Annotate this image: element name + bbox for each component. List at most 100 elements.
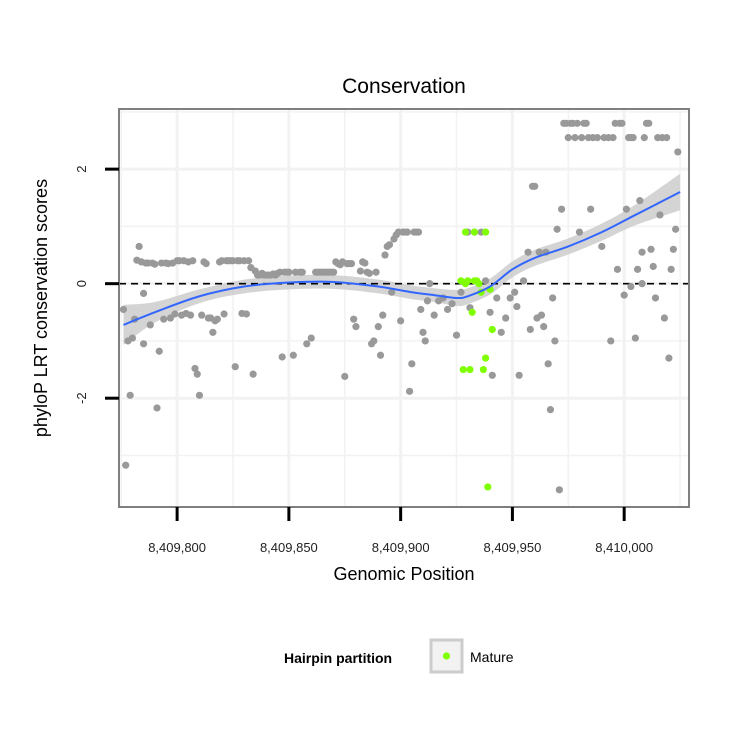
- data-point-other: [544, 360, 552, 368]
- data-point-other: [647, 245, 655, 253]
- data-point-other: [607, 337, 615, 345]
- data-point-other: [249, 370, 257, 378]
- x-axis-title: Genomic Position: [333, 564, 474, 584]
- plot-panel: [119, 109, 689, 507]
- data-point-other: [613, 265, 622, 273]
- data-point-other: [403, 228, 411, 236]
- data-point-other: [379, 311, 387, 319]
- data-point-other: [231, 363, 239, 371]
- data-point-other: [171, 310, 179, 318]
- data-point-other: [408, 360, 416, 368]
- data-point-other: [365, 269, 373, 277]
- data-point-other: [571, 134, 579, 142]
- data-point-mature: [468, 308, 476, 316]
- data-point-other: [361, 259, 369, 267]
- data-point-other: [209, 328, 217, 336]
- data-point-other: [376, 351, 385, 359]
- data-point-other: [191, 364, 199, 373]
- x-axis: 8,409,800 8,409,850 8,409,900 8,409,950 8,41…: [148, 507, 653, 555]
- data-point-other: [651, 294, 660, 302]
- data-point-other: [307, 334, 315, 342]
- data-point-other: [636, 197, 644, 205]
- data-point-other: [298, 268, 306, 276]
- data-point-other: [575, 228, 584, 236]
- data-point-other: [573, 119, 581, 127]
- data-point-other: [245, 257, 253, 265]
- data-point-other: [352, 323, 360, 331]
- data-point-other: [669, 245, 677, 253]
- data-point-other: [457, 288, 465, 296]
- data-point-other: [622, 205, 631, 213]
- data-point-other: [289, 351, 297, 359]
- data-point-other: [405, 387, 414, 395]
- data-point-other: [448, 300, 456, 308]
- data-point-other: [618, 119, 626, 127]
- x-tick-label: 8,409,850: [260, 540, 318, 555]
- y-tick-label: 0: [74, 280, 89, 287]
- data-point-other: [486, 308, 494, 316]
- data-point-other: [195, 391, 204, 399]
- data-point-other: [414, 228, 423, 236]
- data-point-other: [629, 134, 637, 142]
- data-point-other: [537, 311, 546, 319]
- data-point-other: [524, 248, 532, 256]
- data-point-other: [671, 225, 680, 233]
- data-point-other: [193, 370, 201, 378]
- data-point-other: [631, 334, 639, 342]
- data-point-mature: [470, 228, 479, 236]
- legend-label-mature: Mature: [470, 649, 514, 665]
- data-point-other: [620, 291, 628, 299]
- data-point-other: [627, 282, 635, 291]
- data-point-other: [139, 340, 148, 348]
- data-point-other: [656, 211, 664, 219]
- data-point-mature: [479, 365, 487, 374]
- data-point-other: [374, 323, 382, 331]
- data-point-other: [347, 260, 356, 268]
- data-point-other: [417, 305, 425, 314]
- data-point-other: [578, 134, 586, 142]
- data-point-other: [502, 314, 510, 322]
- data-point-other: [564, 134, 572, 142]
- data-point-other: [609, 134, 617, 142]
- data-point-other: [303, 340, 311, 348]
- y-axis-title: phyloP LRT conservation scores: [31, 179, 51, 437]
- data-point-mature: [475, 280, 483, 288]
- data-point-other: [388, 288, 396, 296]
- data-point-other: [598, 242, 606, 251]
- data-point-other: [160, 315, 168, 323]
- data-point-other: [540, 323, 548, 331]
- data-point-other: [126, 391, 134, 399]
- legend-title: Hairpin partition: [284, 650, 392, 666]
- legend-mature-dot: [442, 652, 451, 660]
- data-point-other: [381, 251, 389, 259]
- data-point-other: [153, 404, 161, 412]
- data-point-other: [513, 302, 521, 311]
- plot-border: [118, 108, 690, 508]
- data-point-other: [443, 305, 452, 314]
- data-point-mature: [459, 365, 467, 374]
- data-point-other: [511, 288, 519, 296]
- legend: Hairpin partition Mature: [284, 638, 514, 674]
- data-point-other: [452, 331, 461, 339]
- data-point-other: [119, 305, 128, 314]
- data-point-other: [660, 314, 669, 322]
- data-point-other: [582, 119, 590, 127]
- data-point-other: [421, 337, 429, 345]
- data-point-other: [151, 260, 159, 268]
- data-point-mature: [481, 354, 490, 362]
- data-point-other: [633, 265, 642, 273]
- data-point-other: [531, 182, 539, 190]
- data-point-other: [329, 268, 338, 276]
- data-point-other: [546, 406, 555, 414]
- data-point-other: [645, 119, 653, 127]
- data-point-other: [242, 310, 251, 318]
- data-point-other: [649, 262, 657, 271]
- data-point-mature: [466, 365, 474, 374]
- data-point-other: [370, 337, 378, 345]
- smooth-trend-line: [123, 191, 681, 326]
- data-point-other: [213, 315, 221, 323]
- data-point-mature: [484, 483, 492, 491]
- data-point-other: [549, 294, 557, 302]
- data-point-other: [220, 310, 228, 318]
